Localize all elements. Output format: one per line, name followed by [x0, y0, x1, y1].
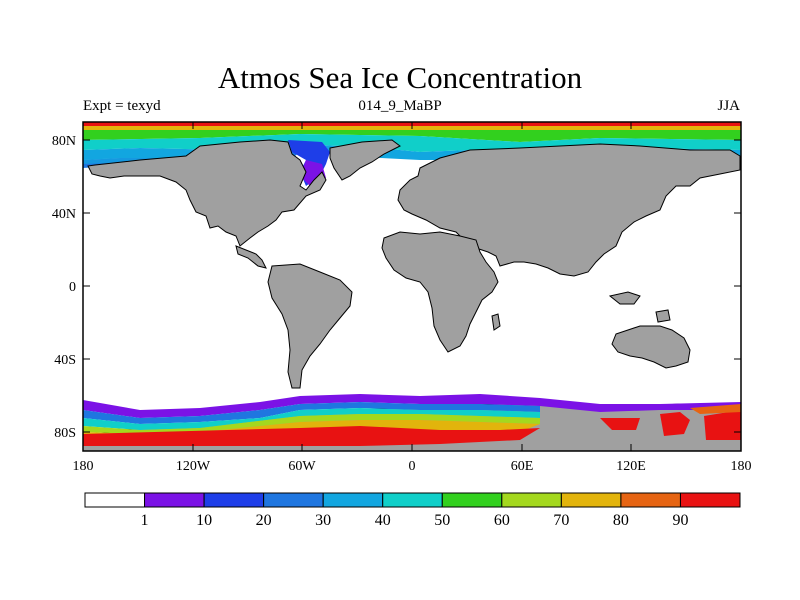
colorbar-swatch — [560, 492, 622, 508]
central-america-land — [235, 245, 267, 269]
south-america-land — [267, 263, 353, 389]
colorbar: 1 10 20 30 40 50 60 70 80 90 — [84, 492, 741, 529]
colorbar-swatch — [620, 492, 681, 508]
colorbar-label: 90 — [672, 512, 688, 529]
colorbar-label: 10 — [196, 512, 212, 529]
colorbar-label: 70 — [553, 512, 569, 529]
y-tick-label: 0 — [69, 280, 76, 295]
colorbar-swatch — [144, 492, 205, 508]
colorbar-swatch — [679, 492, 741, 508]
colorbar-swatch — [322, 492, 384, 508]
eurasia-land — [397, 143, 741, 277]
x-tick-label: 120E — [616, 459, 646, 474]
y-tick-label: 80S — [54, 426, 76, 441]
map-title: Atmos Sea Ice Concentration — [217, 60, 583, 95]
madagascar-land — [491, 313, 501, 331]
colorbar-swatch — [501, 492, 562, 508]
colorbar-label: 80 — [613, 512, 629, 529]
colorbar-label: 20 — [256, 512, 272, 529]
experiment-label: Expt = texyd — [83, 98, 161, 114]
y-tick-label: 40N — [52, 207, 76, 222]
x-tick-label: 180 — [73, 459, 94, 474]
x-tick-label: 0 — [409, 459, 416, 474]
x-tick-label: 180 — [731, 459, 752, 474]
colorbar-label: 30 — [315, 512, 331, 529]
colorbar-label: 1 — [141, 512, 149, 529]
x-tick-label: 120W — [176, 459, 211, 474]
colorbar-label: 40 — [375, 512, 391, 529]
x-axis: 180 120W 60W 0 60E 120E 180 — [73, 122, 752, 474]
indonesia-islands — [655, 309, 671, 323]
colorbar-swatch — [203, 492, 265, 508]
y-axis: 80N 40N 0 40S 80S — [52, 134, 741, 441]
colorbar-label: 60 — [494, 512, 510, 529]
season-label: JJA — [717, 98, 740, 114]
colorbar-swatch — [382, 492, 443, 508]
southeast-asia-islands — [608, 291, 641, 305]
africa-land — [381, 231, 499, 353]
north-america-land — [87, 139, 327, 247]
x-tick-label: 60E — [511, 459, 534, 474]
x-tick-label: 60W — [288, 459, 316, 474]
greenland-land — [329, 139, 401, 181]
y-tick-label: 80N — [52, 134, 76, 149]
colorbar-swatch — [263, 492, 324, 508]
y-tick-label: 40S — [54, 353, 76, 368]
colorbar-label: 50 — [434, 512, 450, 529]
colorbar-swatch — [441, 492, 503, 508]
antarctic-sea-ice — [83, 394, 741, 446]
colorbar-swatch — [84, 492, 146, 508]
australia-land — [611, 325, 691, 369]
time-label: 014_9_MaBP — [358, 98, 442, 114]
